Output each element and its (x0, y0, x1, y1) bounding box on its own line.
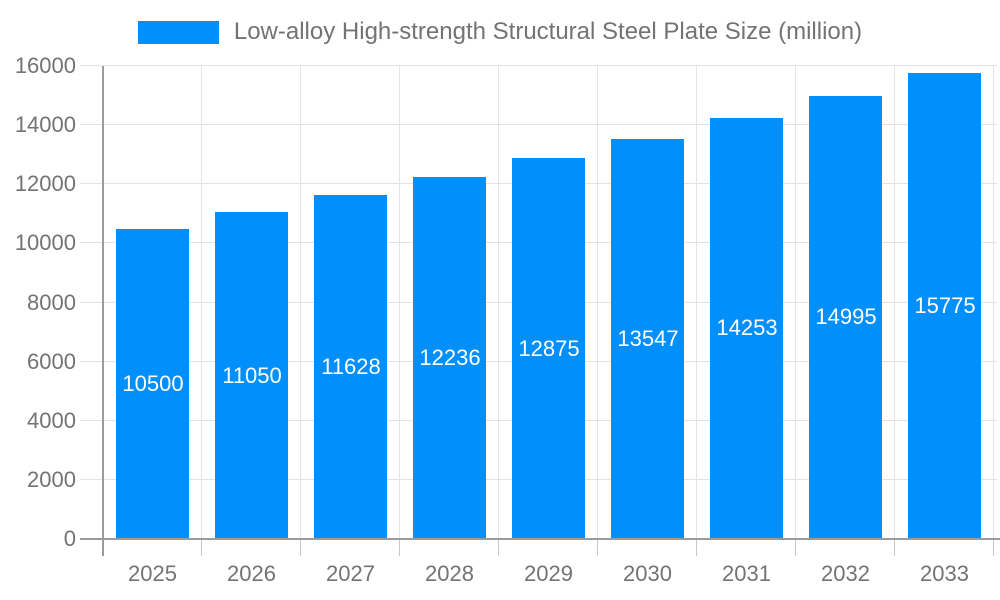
x-tick-label: 2033 (920, 561, 969, 586)
bar-2032[interactable] (809, 96, 882, 539)
x-gridline (894, 66, 895, 539)
x-tick-label: 2025 (128, 561, 177, 586)
x-gridline (300, 66, 301, 539)
x-gridline (498, 66, 499, 539)
x-tick-label: 2026 (227, 561, 276, 586)
x-tick-mark (597, 539, 598, 556)
x-axis-line (80, 538, 1000, 540)
y-axis-line (102, 66, 104, 556)
x-tick-mark (894, 539, 895, 556)
x-tick-mark (795, 539, 796, 556)
y-tick-label: 2000 (27, 467, 76, 492)
bar-2029[interactable] (512, 158, 585, 539)
y-tick-label: 4000 (27, 408, 76, 433)
x-tick-mark (201, 539, 202, 556)
x-tick-label: 2031 (722, 561, 771, 586)
x-tick-mark (993, 539, 994, 556)
y-tick-label: 8000 (27, 290, 76, 315)
y-tick-label: 12000 (14, 171, 76, 196)
bar-2033[interactable] (908, 73, 981, 539)
x-gridline (399, 66, 400, 539)
x-tick-label: 2028 (425, 561, 474, 586)
bar-2026[interactable] (215, 212, 288, 539)
y-tick-label: 10000 (14, 230, 76, 255)
legend-swatch (137, 20, 219, 44)
legend-label: Low-alloy High-strength Structural Steel… (233, 18, 863, 45)
bar-2027[interactable] (314, 195, 387, 539)
x-tick-label: 2029 (524, 561, 573, 586)
x-gridline (597, 66, 598, 539)
bar-2025[interactable] (116, 229, 189, 539)
bar-2028[interactable] (413, 177, 486, 539)
y-tick-label: 0 (63, 526, 76, 551)
x-gridline (696, 66, 697, 539)
y-tick-label: 14000 (14, 112, 76, 137)
bar-2030[interactable] (611, 139, 684, 539)
y-tick-label: 6000 (27, 349, 76, 374)
x-gridline (993, 66, 994, 539)
x-tick-mark (498, 539, 499, 556)
x-tick-mark (696, 539, 697, 556)
x-tick-label: 2030 (623, 561, 672, 586)
x-tick-label: 2032 (821, 561, 870, 586)
x-tick-label: 2027 (326, 561, 375, 586)
x-tick-mark (300, 539, 301, 556)
x-gridline (201, 66, 202, 539)
x-gridline (795, 66, 796, 539)
y-tick-label: 16000 (14, 53, 76, 78)
x-tick-mark (399, 539, 400, 556)
bar-2031[interactable] (710, 118, 783, 539)
y-gridline (80, 124, 997, 125)
y-gridline (80, 65, 997, 66)
legend[interactable]: Low-alloy High-strength Structural Steel… (0, 12, 1000, 52)
